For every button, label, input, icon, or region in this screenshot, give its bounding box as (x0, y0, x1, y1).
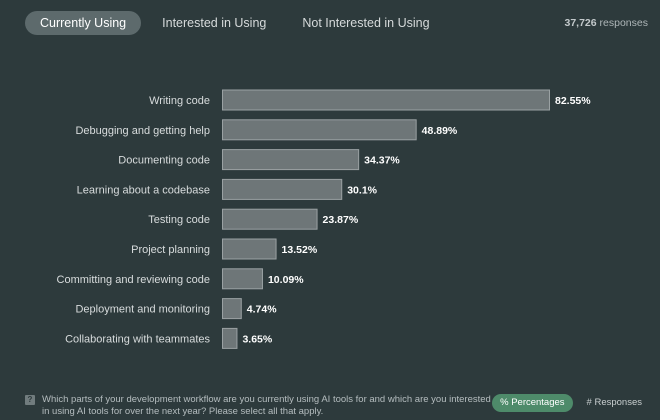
survey-question: ? Which parts of your development workfl… (25, 394, 495, 418)
value-label: 10.09% (268, 274, 304, 286)
bar[interactable] (222, 238, 277, 260)
survey-question-text: Which parts of your development workflow… (42, 394, 491, 417)
bar[interactable] (222, 149, 360, 171)
bar[interactable] (222, 298, 242, 320)
response-count-label: responses (599, 17, 648, 29)
tab-bar: Currently Using Interested in Using Not … (25, 11, 445, 35)
category-label: Debugging and getting help (75, 125, 210, 137)
bar[interactable] (222, 119, 417, 141)
response-count: 37,726 responses (565, 17, 649, 29)
category-label: Collaborating with teammates (65, 333, 210, 345)
value-label: 13.52% (282, 244, 318, 256)
help-icon[interactable]: ? (25, 395, 35, 405)
value-label: 3.65% (242, 333, 272, 345)
bar[interactable] (222, 208, 318, 230)
tab-not-interested-in-using[interactable]: Not Interested in Using (302, 16, 430, 30)
tab-interested-in-using[interactable]: Interested in Using (162, 16, 267, 30)
category-label: Writing code (149, 95, 210, 107)
response-count-value: 37,726 (564, 17, 597, 29)
category-label: Learning about a codebase (77, 184, 210, 196)
category-label: Deployment and monitoring (75, 304, 210, 316)
category-label: Testing code (148, 214, 210, 226)
value-label: 48.89% (422, 125, 458, 137)
value-label: 82.55% (555, 95, 591, 107)
bar[interactable] (222, 89, 550, 111)
percentages-toggle-button[interactable]: % Percentages (492, 394, 573, 412)
view-toggle: % Percentages # Responses (492, 394, 650, 412)
category-label: Project planning (131, 244, 210, 256)
responses-toggle-button[interactable]: # Responses (586, 397, 642, 408)
bar[interactable] (222, 268, 263, 290)
bar[interactable] (222, 327, 238, 349)
value-label: 23.87% (323, 214, 359, 226)
value-label: 34.37% (364, 155, 400, 167)
bar-chart: Writing code 82.55% Debugging and getting … (57, 89, 591, 349)
value-label: 4.74% (247, 304, 277, 316)
bar[interactable] (222, 178, 343, 200)
category-label: Documenting code (118, 155, 210, 167)
value-label: 30.1% (347, 184, 377, 196)
tab-currently-using[interactable]: Currently Using (25, 11, 142, 35)
category-label: Committing and reviewing code (57, 274, 210, 286)
